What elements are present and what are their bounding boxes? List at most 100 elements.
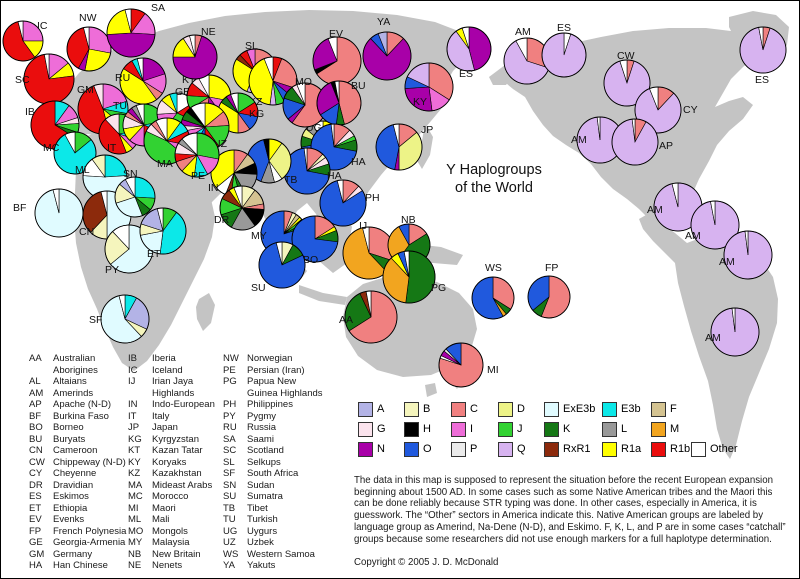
pie-outline — [611, 118, 659, 166]
legend-label-g: G — [377, 423, 386, 435]
legend-swatch-o — [404, 441, 419, 457]
abbrev-my: MY Malaysia — [128, 537, 216, 549]
abbrev-name: Dravidian — [53, 479, 94, 491]
abbrev-code: AM — [29, 387, 44, 399]
abbrev-code: MC — [128, 491, 143, 502]
abbrev-code: BU — [29, 433, 43, 445]
abbrev-al: AL Altaians — [29, 376, 133, 388]
abbrev-name: Russia — [247, 422, 277, 433]
pie-outline — [172, 34, 218, 80]
abbrev-ph: PH Philippines — [223, 399, 323, 411]
pie-outline — [2, 20, 44, 62]
pie-outline — [446, 26, 492, 72]
abbrev-code: ML — [128, 514, 142, 525]
pie-label-tb: TB — [284, 174, 297, 186]
abbrev-code: TB — [223, 502, 236, 514]
legend-swatch-b — [404, 401, 419, 417]
abbrev-name: Persian (Iran) — [247, 364, 305, 376]
abbrev-code: SN — [223, 479, 237, 491]
legend-label-j: J — [517, 423, 523, 435]
pie-sf: SF — [89, 294, 150, 344]
abbrev-tb: TB Tibet — [223, 503, 323, 515]
pie-label-am: AM — [515, 26, 531, 38]
abbrev-sl: SL Selkups — [223, 457, 323, 469]
abbrev-code: SF — [223, 468, 236, 479]
pie-outline — [319, 179, 367, 227]
abbrev-name: Buryats — [53, 433, 86, 445]
legend-item-l: L — [602, 421, 627, 437]
pie-outline — [362, 31, 412, 81]
legend-label-e3b: E3b — [621, 403, 641, 415]
abbrev-code: BF — [29, 410, 42, 422]
pie-label-it: IT — [107, 142, 117, 154]
pie-label-ib: IB — [25, 106, 35, 118]
pie-label-kg: KG — [249, 108, 264, 120]
pie-am: AM — [503, 26, 551, 85]
pie-label-sc: SC — [15, 74, 30, 86]
pie-label-bo: BO — [303, 254, 318, 266]
abbrev-name: Uzbek — [247, 537, 274, 548]
pie-label-mi: MI — [487, 364, 499, 376]
abbrev-name: Georgia-Armenia — [53, 537, 126, 548]
pie-ky: KY — [404, 62, 454, 112]
abbrev-kz: KZ Kazakhstan — [128, 468, 216, 480]
pie-label-ha: HA — [351, 156, 366, 168]
pie-pg: PG — [382, 250, 446, 304]
pie-label-ya: YA — [377, 16, 390, 28]
abbrev-name: Germany — [53, 548, 93, 560]
pie-label-ev: EV — [329, 28, 343, 40]
pie-bf: BF — [13, 188, 84, 238]
pie-label-am: AM — [705, 332, 721, 344]
abbrev-code: PG — [223, 376, 237, 387]
pie-label-sn: SN — [123, 168, 138, 180]
legend-swatch-n — [358, 441, 373, 457]
abbrev-name: Japan — [152, 422, 178, 433]
abbrev-code: IC — [128, 364, 138, 376]
abbrev-name: Selkups — [247, 456, 281, 468]
abbrev-sn: SN Sudan — [223, 480, 323, 492]
pie-bo: BO — [291, 215, 339, 266]
legend-item-e3b: E3b — [602, 401, 641, 417]
abbrev-ws: WS Western Samoa — [223, 549, 323, 561]
pie-label-ij: IJ — [359, 220, 367, 232]
legend-item-k: K — [544, 421, 570, 437]
abbrev-name: Nenets — [152, 560, 183, 571]
legend-label-h: H — [423, 423, 431, 435]
abbrev-cn: CN Cameroon — [29, 445, 133, 457]
pie-outline — [248, 56, 298, 106]
pie-label-ic: IC — [37, 20, 48, 32]
legend-swatch-q — [498, 441, 513, 457]
legend-swatch-j — [498, 421, 513, 437]
abbrev-name: Chippeway (N-D) — [53, 456, 126, 468]
abbrev-code: YA — [223, 560, 235, 571]
island-java — [299, 285, 347, 305]
abbrev-name: Altaians — [53, 376, 87, 387]
legend-label-r1a: R1a — [621, 443, 642, 455]
legend-label-b: B — [423, 403, 431, 415]
pie-label-ap: AP — [659, 140, 673, 152]
legend-item-h: H — [404, 421, 431, 437]
abbrev-code: NB — [128, 548, 142, 560]
pie-label-es: ES — [557, 22, 571, 34]
abbrev-gm: GM Germany — [29, 549, 133, 561]
abbrev-nw: NW Norwegian — [223, 353, 323, 365]
abbrev-name: French Polynesia — [53, 525, 127, 537]
abbrev-code: MA — [128, 479, 143, 491]
abbrev-aa: AA Australian Aborigines — [29, 353, 133, 376]
pie-label-sl: SL — [245, 40, 258, 52]
abbrev-name: Han Chinese — [53, 560, 108, 571]
pie-outline — [404, 62, 454, 112]
pie-label-tu: TU — [113, 100, 127, 112]
abbrev-dr: DR Dravidian — [29, 480, 133, 492]
pie-am: AM — [647, 182, 703, 232]
legend-item-i: I — [451, 421, 473, 437]
abbrev-code: CY — [29, 468, 43, 479]
pie-outline — [527, 275, 571, 319]
pie-am: AM — [685, 200, 740, 250]
pie-label-ml: ML — [75, 164, 90, 176]
legend-label-d: D — [517, 403, 525, 415]
pie-outline — [219, 185, 265, 231]
pie-label-jp: JP — [421, 124, 433, 136]
abbrev-name: Irian Jaya Highlands — [152, 376, 195, 399]
